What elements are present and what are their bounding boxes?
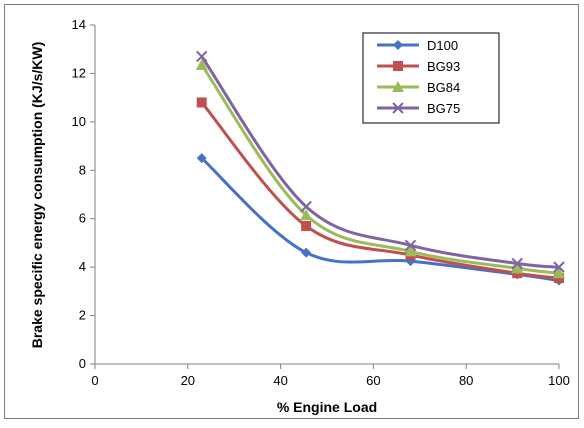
data-point [300,200,312,213]
data-point [195,58,208,70]
x-tick-label: 60 [366,373,380,388]
legend-label: D100 [427,38,458,53]
y-tick-label: 10 [72,114,86,129]
legend-marker [392,81,404,92]
axes: 0 2 4 6 8 10 12 14 0 20 40 60 80 100 [72,17,570,388]
x-tick-label: 80 [459,373,473,388]
series-layer [195,50,565,286]
legend-item-bg84: BG84 [377,80,460,95]
series-d100 [196,153,564,286]
x-tick-label: 0 [91,373,98,388]
legend-label: BG93 [427,59,460,74]
series-bg93 [196,97,564,284]
data-point [404,245,417,257]
y-tick-label: 14 [72,17,86,32]
legend-item-bg75: BG75 [377,101,460,116]
x-axis-title: % Engine Load [277,399,377,415]
x-tick-label: 40 [273,373,287,388]
data-point [196,50,208,63]
legend-marker [393,40,403,50]
data-point [553,261,565,273]
series-line [200,55,560,269]
x-tick-label: 20 [181,373,195,388]
data-point [511,257,523,270]
y-axis-title: Brake specific energy consumption (KJ/s/… [29,42,45,349]
data-point [511,262,524,274]
data-point [301,247,312,258]
legend-marker [393,61,403,71]
y-tick-label: 6 [79,211,86,226]
y-tick-label: 2 [79,308,86,323]
legend-marker [392,102,404,114]
y-tick-label: 12 [72,65,86,80]
y-tick-label: 4 [79,259,86,274]
legend-item-d100: D100 [377,38,458,53]
x-tick-label: 100 [548,373,570,388]
legend: D100 BG93 BG84 BG75 [362,32,500,124]
legend-item-bg93: BG93 [377,59,460,74]
data-point [196,97,207,108]
y-tick-label: 0 [79,356,86,371]
series-bg75 [196,50,565,273]
data-point [300,209,313,221]
data-point [301,220,312,231]
legend-label: BG75 [427,101,460,116]
series-bg84 [195,58,565,279]
data-point [196,153,207,164]
data-point [553,267,565,279]
data-point [404,239,417,252]
y-tick-label: 8 [79,162,86,177]
legend-label: BG84 [427,80,460,95]
series-line [200,101,560,280]
